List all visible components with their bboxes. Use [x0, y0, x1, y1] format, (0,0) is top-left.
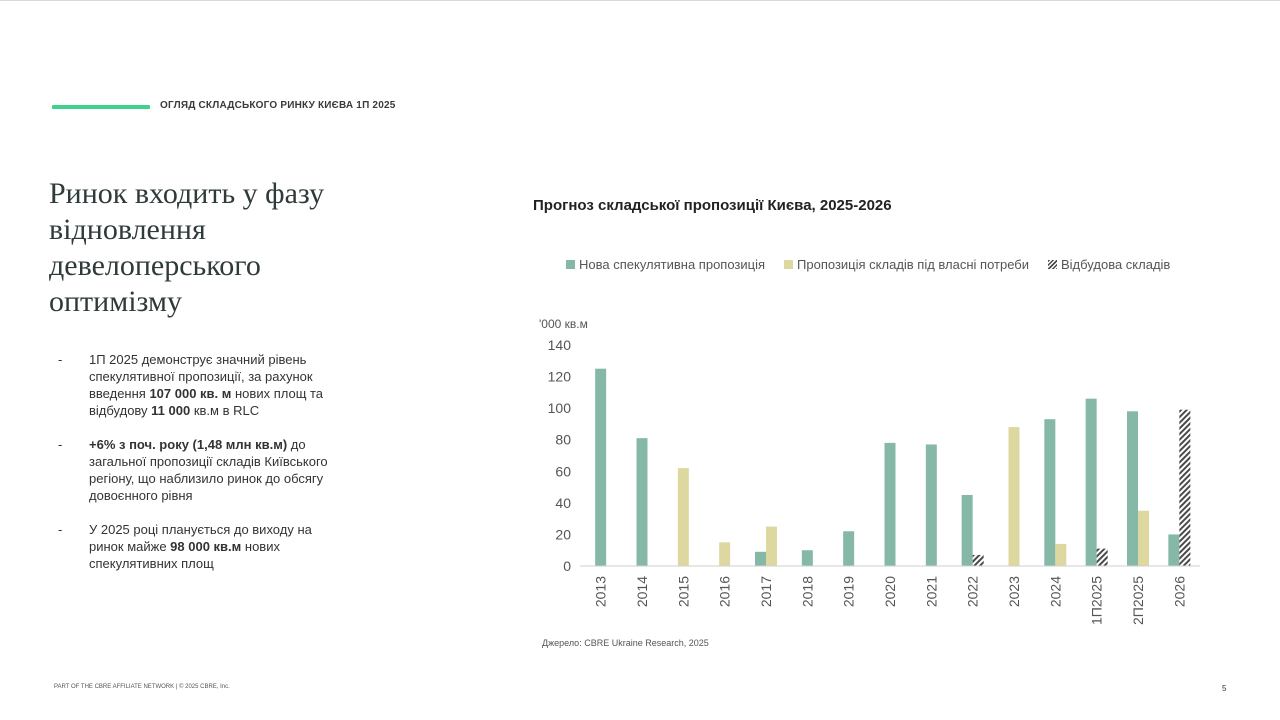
bullet-text: У 2025 році планується до виходу на рино… — [89, 522, 312, 571]
x-tick-label: 2017 — [758, 576, 774, 607]
x-tick-label: 2026 — [1171, 576, 1187, 607]
x-tick-label: 2019 — [841, 576, 857, 607]
y-tick-label: 80 — [555, 432, 571, 448]
top-divider — [0, 0, 1280, 1]
bar-2022-series-0 — [961, 494, 973, 566]
x-tick-label: 2024 — [1047, 576, 1063, 607]
x-tick-label: 2П2025 — [1130, 576, 1146, 625]
bar-2П2025-series-1 — [1138, 510, 1149, 566]
legend-item-rebuild: Відбудова складів — [1048, 257, 1170, 272]
x-tick-label: 2013 — [593, 576, 609, 607]
bullet-item: - 1П 2025 демонструє значний рівень спек… — [58, 351, 328, 419]
legend-swatch-rebuild — [1048, 260, 1057, 269]
y-tick-label: 0 — [563, 558, 571, 574]
x-tick-label: 2016 — [717, 576, 733, 607]
bullet-dash: - — [58, 522, 63, 537]
x-tick-label: 2023 — [1006, 576, 1022, 607]
legend-swatch-owner — [784, 260, 794, 269]
bar-2013-series-0 — [595, 368, 607, 566]
y-tick-label: 40 — [555, 495, 571, 511]
bar-2024-series-0 — [1044, 419, 1056, 566]
y-tick-label: 120 — [548, 369, 572, 385]
bar-2026-series-0 — [1168, 534, 1180, 566]
x-tick-label: 2018 — [799, 576, 815, 607]
legend-label-speculative: Нова спекулятивна пропозиція — [579, 257, 766, 272]
bar-2026-series-2 — [1179, 409, 1191, 566]
bar-2015-series-1 — [677, 468, 689, 566]
x-tick-label: 2015 — [675, 576, 691, 607]
y-tick-label: 60 — [555, 463, 571, 479]
y-axis-unit-label: '000 кв.м — [539, 317, 588, 331]
bar-2024-series-1 — [1055, 543, 1067, 566]
bar-2023-series-1 — [1008, 427, 1020, 566]
x-tick-label: 2020 — [882, 576, 898, 607]
y-tick-label: 140 — [548, 337, 572, 353]
x-tick-label: 2022 — [965, 576, 981, 607]
bar-2П2025-series-0 — [1127, 411, 1138, 566]
page-number: 5 — [1222, 684, 1227, 693]
source-note: Джерело: CBRE Ukraine Research, 2025 — [542, 638, 709, 648]
bullet-text: 1П 2025 демонструє значний рівень спекул… — [89, 352, 324, 418]
y-tick-label: 20 — [555, 526, 571, 542]
bar-2014-series-0 — [636, 438, 648, 566]
page-headline: Ринок входить у фазу відновлення девелоп… — [49, 177, 325, 318]
bar-2016-series-1 — [719, 542, 731, 566]
bullet-dash: - — [58, 352, 63, 367]
section-header: ОГЛЯД СКЛАДСЬКОГО РИНКУ КИЄВА 1П 2025 — [160, 100, 396, 111]
bar-2022-series-2 — [972, 554, 984, 566]
bullet-item: - У 2025 році планується до виходу на ри… — [58, 521, 328, 572]
legend-swatch-speculative — [566, 260, 575, 269]
legend-label-rebuild: Відбудова складів — [1061, 257, 1171, 272]
bar-2021-series-0 — [925, 444, 937, 566]
bullet-item: - +6% з поч. року (1,48 млн кв.м) до заг… — [58, 436, 328, 504]
bullet-dash: - — [58, 437, 63, 452]
bar-1П2025-series-2 — [1096, 548, 1108, 566]
legend-item-speculative: Нова спекулятивна пропозиція — [566, 257, 765, 272]
y-tick-label: 100 — [548, 400, 572, 416]
bullet-list: - 1П 2025 демонструє значний рівень спек… — [58, 351, 328, 589]
bar-2017-series-1 — [766, 526, 777, 566]
x-tick-label: 2014 — [634, 576, 650, 607]
x-tick-label: 1П2025 — [1089, 576, 1105, 625]
x-tick-label: 2021 — [923, 576, 939, 607]
bar-2020-series-0 — [884, 442, 896, 566]
legend-item-owner: Пропозиція складів під власні потреби — [784, 257, 1029, 272]
header-accent-bar — [52, 105, 150, 109]
chart-legend: Нова спекулятивна пропозиція Пропозиція … — [566, 257, 1170, 272]
bar-2018-series-0 — [801, 550, 813, 566]
footer-text: PART OF THE CBRE AFFILIATE NETWORK | © 2… — [54, 684, 230, 690]
chart-title: Прогноз складської пропозиції Києва, 202… — [533, 197, 892, 214]
bar-1П2025-series-0 — [1085, 398, 1097, 566]
bar-2019-series-0 — [843, 531, 855, 566]
legend-label-owner: Пропозиція складів під власні потреби — [797, 257, 1029, 272]
bar-2017-series-0 — [755, 551, 766, 566]
bullet-text: +6% з поч. року (1,48 млн кв.м) до загал… — [89, 437, 328, 503]
